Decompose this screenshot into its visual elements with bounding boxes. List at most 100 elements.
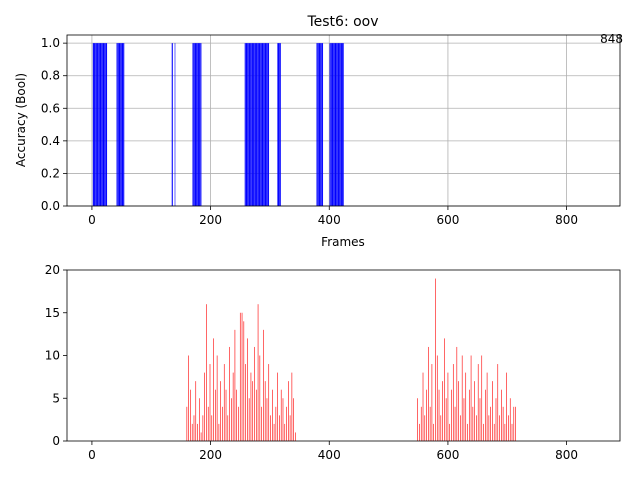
- bar: [431, 364, 433, 441]
- bar: [253, 43, 254, 207]
- bar: [470, 355, 472, 441]
- bar: [316, 43, 318, 207]
- bar: [515, 406, 516, 441]
- bar: [420, 406, 422, 441]
- bar: [94, 43, 96, 207]
- bar: [174, 43, 176, 207]
- bar: [438, 389, 440, 441]
- bar: [194, 43, 195, 207]
- bar: [277, 372, 278, 441]
- bar: [223, 364, 225, 441]
- bar: [262, 43, 264, 207]
- bar: [334, 43, 335, 207]
- bar: [229, 346, 230, 441]
- bar: [254, 43, 255, 207]
- bar: [339, 43, 341, 207]
- bar: [279, 43, 281, 207]
- bar: [337, 43, 339, 207]
- bar: [445, 398, 447, 441]
- bar: [447, 372, 449, 441]
- bar: [209, 364, 211, 441]
- bar: [334, 43, 336, 207]
- bar: [331, 43, 332, 207]
- bar: [280, 43, 281, 207]
- bar: [278, 43, 280, 207]
- bar: [102, 43, 103, 207]
- bar: [317, 43, 319, 207]
- bar: [93, 43, 95, 207]
- bar: [458, 381, 459, 441]
- bar: [123, 43, 125, 207]
- bar: [171, 43, 173, 207]
- bar: [490, 406, 491, 441]
- bar: [508, 415, 509, 441]
- bar: [101, 43, 103, 207]
- bar: [433, 423, 434, 441]
- bar: [513, 406, 515, 441]
- bar: [100, 43, 102, 207]
- bar: [495, 398, 497, 441]
- bar: [265, 43, 267, 207]
- y-tick-label: 20: [45, 263, 60, 277]
- bar: [193, 43, 195, 207]
- chart-title: Test6: oov: [306, 14, 378, 30]
- bar: [286, 406, 287, 441]
- bar: [502, 406, 504, 441]
- bar: [92, 43, 94, 207]
- bar: [255, 43, 256, 207]
- bar: [511, 423, 513, 441]
- bar: [428, 346, 429, 441]
- bar: [268, 43, 270, 207]
- bar: [342, 43, 344, 207]
- bar: [231, 398, 232, 441]
- bar: [172, 43, 173, 207]
- bar: [248, 43, 249, 207]
- bar: [260, 43, 262, 207]
- bar: [289, 415, 291, 441]
- bar: [245, 43, 246, 207]
- bar: [191, 423, 193, 441]
- bar: [116, 43, 118, 207]
- y-tick-label: 0.8: [41, 69, 60, 83]
- bar: [194, 43, 196, 207]
- bar: [492, 381, 493, 441]
- bar: [101, 43, 102, 207]
- bar: [454, 406, 456, 441]
- bar: [449, 423, 451, 441]
- bar: [422, 372, 424, 441]
- bar: [429, 406, 431, 441]
- bar: [261, 43, 263, 207]
- bar: [266, 398, 268, 441]
- bar: [335, 43, 337, 207]
- bar: [222, 406, 223, 441]
- y-tick-label: 0.2: [41, 166, 60, 180]
- bar: [341, 43, 343, 207]
- bar: [424, 415, 426, 441]
- bar: [250, 372, 252, 441]
- bar: [264, 381, 266, 441]
- bar: [270, 415, 271, 441]
- bar: [259, 43, 261, 207]
- bar: [451, 389, 452, 441]
- bar: [266, 43, 268, 207]
- bar: [504, 423, 506, 441]
- bar: [483, 423, 484, 441]
- bar: [337, 43, 338, 207]
- bar: [474, 381, 475, 441]
- bar: [245, 364, 246, 441]
- bar: [419, 423, 420, 441]
- bar: [442, 381, 443, 441]
- bar: [336, 43, 337, 207]
- bar: [339, 43, 340, 207]
- bar: [211, 415, 213, 441]
- bar: [509, 398, 511, 441]
- bar: [195, 381, 197, 441]
- bar: [255, 43, 257, 207]
- bar: [97, 43, 99, 207]
- bar: [239, 312, 241, 441]
- bar: [106, 43, 108, 207]
- bar: [238, 406, 239, 441]
- bar: [485, 389, 486, 441]
- bar: [261, 406, 262, 441]
- bar: [463, 398, 465, 441]
